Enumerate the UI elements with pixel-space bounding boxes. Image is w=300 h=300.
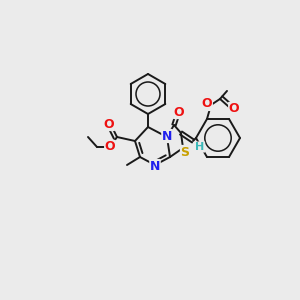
Text: O: O [174,106,184,118]
Text: O: O [202,98,212,110]
Text: S: S [181,146,190,158]
Text: O: O [229,102,239,116]
Text: O: O [104,118,114,130]
Text: N: N [150,160,160,172]
Text: H: H [195,142,205,152]
Text: O: O [105,140,115,154]
Text: N: N [162,130,172,142]
